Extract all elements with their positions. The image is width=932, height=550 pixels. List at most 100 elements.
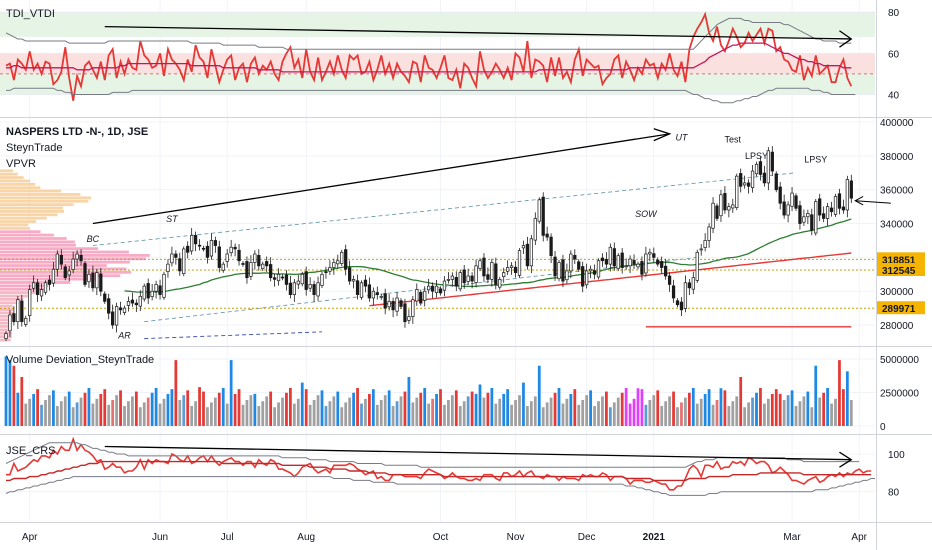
volume-bar: [162, 398, 166, 426]
candle: [845, 175, 849, 218]
candle-body: [442, 280, 447, 291]
volume-bar: [289, 387, 292, 426]
candle: [146, 278, 150, 305]
volume-bar: [95, 398, 99, 426]
volume-bar: [40, 404, 43, 426]
volume-bar: [217, 392, 221, 426]
candle: [249, 255, 253, 281]
volume-bar: [123, 406, 126, 426]
candle: [150, 283, 154, 301]
volume-bar: [253, 393, 257, 426]
volume-bar: [415, 397, 419, 426]
candle-body: [762, 172, 767, 184]
candle: [197, 239, 202, 251]
candle: [529, 235, 533, 274]
candle-body: [474, 265, 478, 283]
candle-body: [16, 299, 20, 323]
volume-bar: [328, 401, 332, 426]
volume-bar: [154, 387, 158, 426]
candle-body: [320, 273, 324, 286]
candle-body: [4, 333, 8, 339]
candle-body: [114, 306, 119, 326]
candle: [43, 280, 48, 295]
candle-body: [825, 206, 830, 219]
vpvr-bar: [0, 196, 92, 200]
indicator-label-steyntrade: SteynTrade: [6, 142, 62, 154]
tdi-tick-label: 60: [888, 49, 900, 60]
candle: [87, 269, 91, 288]
candle: [186, 241, 190, 259]
price-badge-bg: [877, 301, 925, 315]
candle-body: [632, 260, 636, 265]
candle: [656, 257, 660, 267]
candle: [387, 294, 391, 311]
candle-body: [513, 266, 518, 273]
candle: [679, 297, 684, 316]
candle-body: [332, 262, 336, 268]
vpvr-bar: [0, 321, 10, 325]
tdi-panel-title: TDI_VTDI: [6, 8, 55, 20]
volume-bar: [842, 389, 845, 426]
candle: [47, 275, 52, 291]
volume-bar: [304, 389, 308, 426]
candle-body: [24, 317, 28, 325]
candle: [371, 287, 375, 306]
vpvr-bar: [0, 301, 17, 305]
volume-bar: [44, 400, 47, 426]
volume-bar: [502, 393, 506, 426]
candle-body: [201, 247, 206, 250]
volume-bar: [593, 406, 596, 426]
volume-bar: [482, 397, 486, 426]
candle-body: [691, 277, 695, 290]
candle-body: [146, 283, 150, 299]
volume-bar: [766, 398, 770, 426]
volume-bar: [292, 403, 296, 426]
vpvr-bar: [0, 186, 41, 190]
candle-body: [126, 301, 131, 306]
price-badge: 312545: [877, 263, 925, 277]
volume-bar: [533, 396, 537, 426]
candle: [517, 248, 522, 278]
candle-body: [205, 245, 210, 258]
volume-bar: [67, 391, 71, 426]
volume-bar: [755, 392, 758, 426]
volume-bar: [585, 395, 589, 426]
tdi-band-1: [0, 53, 875, 74]
crs-panel: [0, 436, 875, 496]
candle-body: [644, 253, 648, 274]
candle-body: [695, 251, 699, 281]
candle-body: [577, 261, 581, 270]
candle-body: [193, 235, 198, 245]
x-axis-label: 2021: [643, 532, 666, 543]
candle-body: [569, 253, 573, 272]
candle: [545, 226, 549, 241]
candle-body: [829, 207, 834, 213]
candle-body: [427, 285, 431, 291]
volume-bar: [257, 406, 261, 426]
candle: [509, 262, 514, 275]
candle: [316, 276, 320, 301]
crs-series-lower_band: [5, 476, 875, 496]
candle-body: [399, 300, 403, 307]
candle: [130, 292, 135, 307]
volume-bar: [79, 397, 83, 426]
candle-body: [59, 255, 63, 265]
volume-bar: [845, 371, 849, 426]
candle: [324, 266, 328, 279]
x-axis-label: Apr: [851, 532, 867, 543]
volume-bar: [241, 404, 245, 426]
volume-bar: [778, 393, 782, 426]
candle: [225, 249, 229, 268]
wyckoff-label: Test: [725, 134, 742, 144]
candle: [344, 244, 348, 276]
candle-body: [814, 201, 818, 234]
candle: [592, 264, 597, 280]
volume-bar: [225, 403, 229, 426]
crs-tick-label: 80: [888, 488, 900, 499]
candle: [35, 279, 40, 302]
candle-body: [178, 258, 182, 272]
candle: [829, 201, 834, 217]
volume-bar: [834, 398, 837, 426]
vpvr-bar: [0, 298, 24, 301]
